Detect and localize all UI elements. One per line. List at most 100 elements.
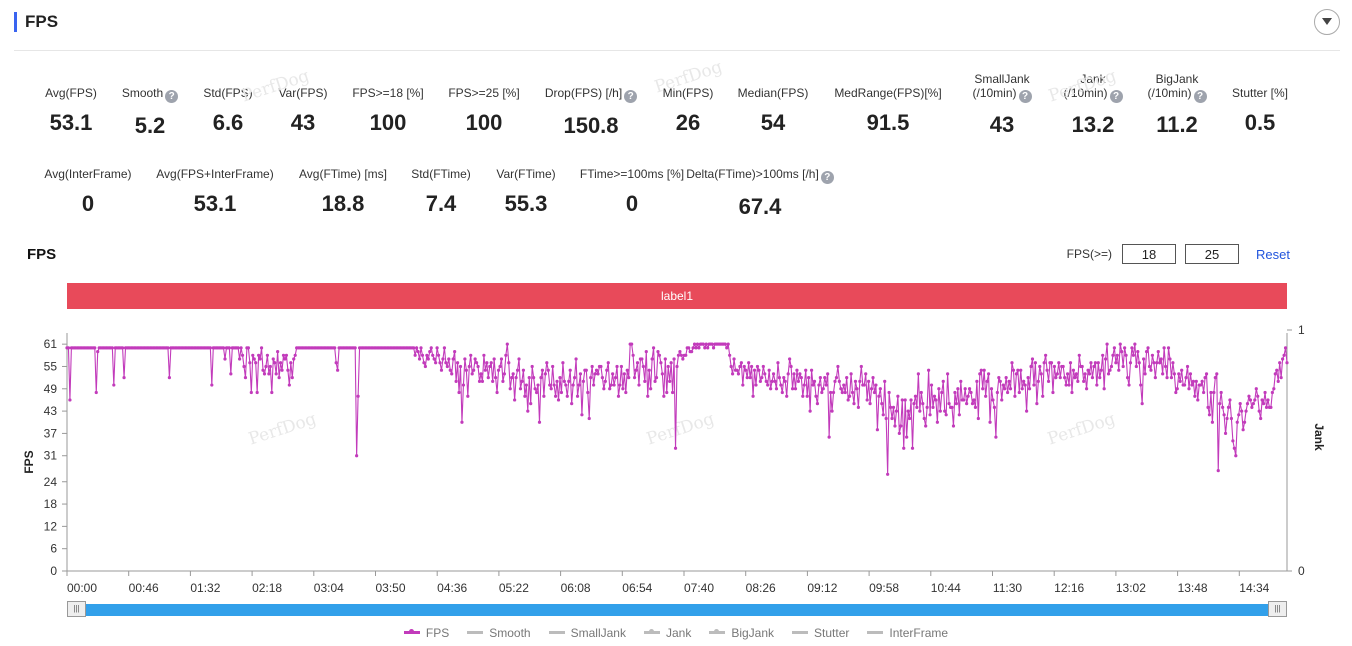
fps-data-point <box>160 346 164 350</box>
fps-data-point <box>520 379 524 383</box>
legend-item-smooth[interactable]: Smooth <box>467 626 531 640</box>
collapse-toggle-button[interactable] <box>1314 9 1340 35</box>
help-icon[interactable]: ? <box>820 171 834 184</box>
fps-data-point <box>745 376 749 380</box>
fps-data-point <box>182 346 186 350</box>
fps-data-point <box>296 346 300 350</box>
legend-item-bigjank[interactable]: BigJank <box>709 626 774 640</box>
fps-data-point <box>975 379 979 383</box>
slider-handle-right[interactable]: ||| <box>1268 601 1287 617</box>
fps-data-point <box>703 346 707 350</box>
metric-label-text: Std(FTime) <box>411 167 471 181</box>
metric-label-text: Avg(FPS+InterFrame) <box>156 167 274 181</box>
fps-data-point <box>99 346 103 350</box>
fps-data-point <box>855 387 859 391</box>
fps-data-point <box>736 372 741 376</box>
fps-data-point <box>852 402 856 406</box>
fps-data-point <box>1125 376 1130 380</box>
help-icon[interactable]: ? <box>1109 90 1123 103</box>
fps-data-point <box>548 383 552 387</box>
fps-data-point <box>678 349 682 354</box>
fps-data-point <box>606 361 610 365</box>
fps-data-point <box>232 346 236 350</box>
fps-threshold-high-input[interactable] <box>1185 244 1240 264</box>
section-header: FPS <box>14 9 1340 51</box>
fps-data-point <box>568 368 572 372</box>
fps-data-point <box>709 342 713 346</box>
fps-data-point <box>406 346 410 350</box>
fps-threshold-low-input[interactable] <box>1122 244 1177 264</box>
legend-item-stutter[interactable]: Stutter <box>792 626 849 640</box>
fps-data-point <box>1193 394 1197 398</box>
fps-data-point <box>394 346 398 350</box>
time-range-slider[interactable]: ||| ||| <box>67 601 1287 617</box>
fps-data-point <box>82 346 87 350</box>
fps-data-point <box>785 394 789 398</box>
slider-handle-left[interactable]: ||| <box>67 601 86 617</box>
fps-data-point <box>393 346 397 350</box>
fps-data-point <box>432 357 436 361</box>
fps-data-point <box>907 416 912 421</box>
fps-data-point <box>788 357 792 361</box>
fps-data-point <box>761 364 765 369</box>
help-icon[interactable]: ? <box>1018 90 1032 103</box>
metric-label-text: Var(FPS) <box>278 86 328 100</box>
fps-data-point <box>931 405 935 409</box>
help-icon[interactable]: ? <box>1193 90 1207 103</box>
fps-data-point <box>612 383 616 387</box>
metric-label-text: (/10min) <box>972 86 1017 100</box>
fps-data-point <box>850 390 855 395</box>
fps-data-point <box>915 405 919 409</box>
legend-item-fps[interactable]: FPS <box>403 626 449 640</box>
fps-data-point <box>1273 372 1277 376</box>
fps-data-point <box>192 346 196 350</box>
fps-data-point <box>180 346 185 350</box>
fps-data-point <box>508 387 512 391</box>
metric-label-text: SmallJank <box>974 72 1030 86</box>
fps-data-point <box>1074 372 1078 376</box>
fps-data-point <box>861 383 865 387</box>
fps-data-point <box>265 353 270 357</box>
fps-data-point <box>608 387 612 391</box>
fps-data-point <box>682 353 686 357</box>
fps-data-point <box>356 394 360 398</box>
fps-data-point <box>119 346 123 350</box>
metric-value: 7.4 <box>425 191 457 216</box>
fps-data-point <box>887 390 891 395</box>
fps-data-point <box>651 346 656 350</box>
help-icon[interactable]: ? <box>165 90 179 103</box>
metric-label: Median(FPS) <box>693 86 853 100</box>
fps-data-point <box>757 368 761 372</box>
fps-data-point <box>716 342 720 346</box>
fps-data-point <box>243 376 248 380</box>
fps-data-point <box>543 372 547 376</box>
fps-data-point <box>293 353 297 357</box>
help-icon[interactable]: ? <box>624 90 638 103</box>
fps-data-point <box>1242 420 1247 424</box>
legend-item-interframe[interactable]: InterFrame <box>867 626 948 640</box>
fps-data-point <box>575 394 580 398</box>
metric-label-text: BigJank <box>1155 72 1199 86</box>
fps-data-point <box>1008 387 1013 391</box>
fps-data-point <box>562 379 566 383</box>
fps-data-point <box>1147 364 1152 369</box>
fps-data-point <box>1267 405 1272 409</box>
fps-data-point <box>707 342 711 346</box>
fps-data-point <box>1194 379 1198 383</box>
fps-data-point <box>935 420 939 424</box>
fps-data-point <box>577 383 581 387</box>
legend-item-jank[interactable]: Jank <box>643 626 691 640</box>
fps-data-point <box>891 405 896 409</box>
fps-data-point <box>587 416 591 421</box>
metric-metrics_row1-13: Stutter [%] 0.5 <box>1180 86 1340 136</box>
fps-data-point <box>448 368 452 372</box>
fps-data-point <box>1229 416 1234 421</box>
reset-link[interactable]: Reset <box>1256 246 1290 262</box>
fps-data-point <box>331 346 335 350</box>
fps-data-point <box>770 379 774 383</box>
metric-metrics_row1-5: FPS>=25 [%] 100 <box>404 86 564 136</box>
legend-item-smalljank[interactable]: SmallJank <box>548 626 626 640</box>
label-bar[interactable]: label1 <box>67 283 1287 309</box>
fps-data-point <box>372 346 376 350</box>
fps-data-point <box>122 376 126 380</box>
